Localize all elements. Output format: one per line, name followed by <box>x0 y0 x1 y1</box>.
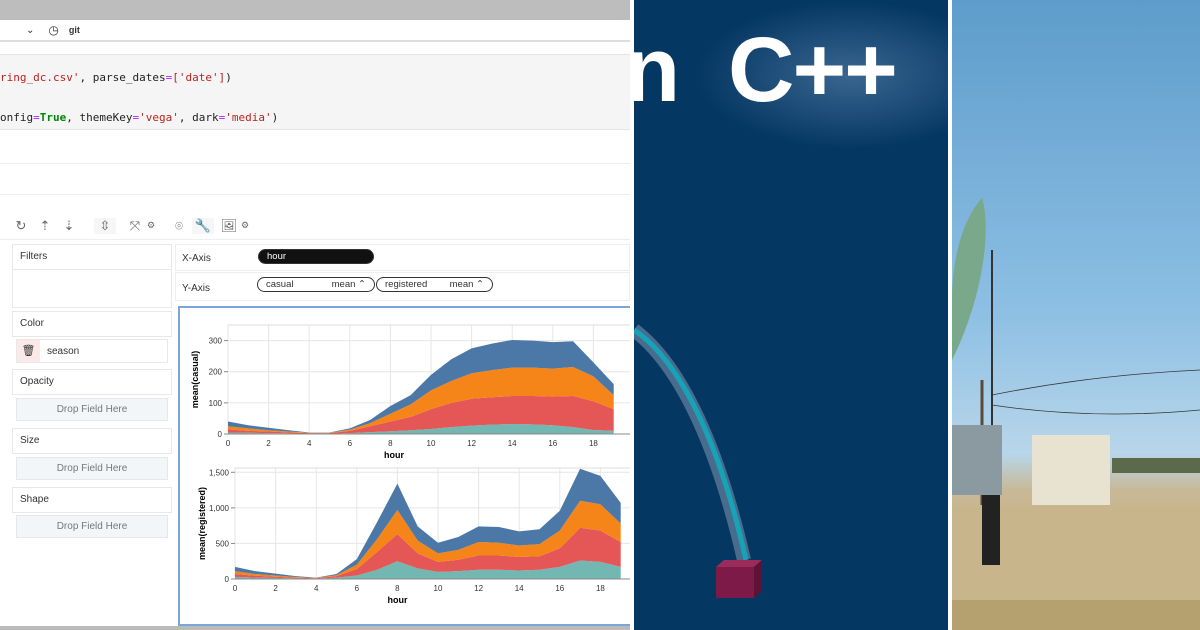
bottom-bar <box>0 626 630 630</box>
y-tick-label: 200 <box>209 368 223 377</box>
filters-dropzone[interactable] <box>12 269 172 308</box>
y-tick-label: 1,500 <box>209 468 230 477</box>
area-series-1 <box>235 527 621 579</box>
code-line: onfig=True, themeKey='vega', dark='media… <box>0 111 279 124</box>
x-tick-label: 0 <box>226 439 231 448</box>
image-export-icon[interactable]: 🖼 <box>220 217 238 233</box>
x-tick-label: 10 <box>434 584 443 593</box>
x-axis-title: hour <box>388 595 408 605</box>
aggregation-select[interactable]: mean ⌃ <box>331 279 366 290</box>
stacked-area-charts: 0 2 4 6 8 10 12 14 16 180100200300hourmean(casual… <box>190 324 630 605</box>
aggregation-select[interactable]: mean ⌃ <box>449 279 484 290</box>
window-titlebar <box>0 0 630 20</box>
chevron-down-icon[interactable]: ⌄ <box>26 24 35 36</box>
storage-tank <box>1032 435 1110 510</box>
y-axis-label: Y-Axis <box>182 283 210 294</box>
color-header: Color <box>12 311 172 337</box>
x-tick-label: 2 <box>266 439 271 448</box>
empty-cell[interactable] <box>0 131 630 164</box>
y-axis-title: mean(casual) <box>190 351 200 409</box>
gear-icon[interactable]: ⚙ <box>240 220 250 230</box>
clock-icon[interactable]: ◷ <box>48 23 59 37</box>
x-tick-label: 4 <box>314 584 319 593</box>
code-cell[interactable]: ring_dc.csv', parse_dates=['date']) onfi… <box>0 54 630 130</box>
pumpjack-head <box>952 198 986 360</box>
resize-icon[interactable]: ⤧ <box>129 217 141 233</box>
filters-header: Filters <box>12 244 172 270</box>
x-tick-label: 18 <box>589 439 598 448</box>
area-series-0 <box>228 424 614 434</box>
arc-illustration <box>634 324 762 598</box>
area-series-3 <box>228 339 614 433</box>
walker-toolbar: ↻ ⇡ ⇣ ⇳ ⤧ ⚙ ⌾ 🔧 🖼 ⚙ <box>0 212 630 240</box>
x-tick-label: 2 <box>273 584 278 593</box>
x-tick-label: 6 <box>355 584 360 593</box>
empty-cell[interactable] <box>0 164 630 195</box>
y-tick-label: 0 <box>225 575 230 584</box>
area-series-0 <box>235 560 621 579</box>
area-series-2 <box>235 500 621 579</box>
color-field-pill[interactable]: 🗑 season <box>16 339 168 363</box>
cube-icon <box>716 567 754 598</box>
x-tick-label: 8 <box>388 439 393 448</box>
x-tick-label: 8 <box>395 584 400 593</box>
x-axis-shelf: X-Axis hour <box>175 244 630 271</box>
x-field-pill[interactable]: hour <box>258 249 374 264</box>
y-axis-title: mean(registered) <box>197 487 207 560</box>
y-tick-label: 100 <box>209 399 223 408</box>
color-field-name: season <box>47 345 80 357</box>
x-tick-label: 4 <box>307 439 312 448</box>
chart-1: 0 2 4 6 8 10 12 14 16 18 0 500 1,000 1,500 hour mean(re… <box>197 467 630 605</box>
shape-dropzone[interactable]: Drop Field Here <box>16 515 168 538</box>
wrench-icon[interactable]: 🔧 <box>192 217 214 234</box>
oilfield-photo <box>952 0 1200 630</box>
size-header: Size <box>12 428 172 454</box>
partial-letter: n <box>634 19 682 121</box>
x-tick-label: 10 <box>427 439 436 448</box>
gear-icon[interactable]: ⚙ <box>146 220 156 230</box>
x-tick-label: 14 <box>508 439 517 448</box>
y-tick-label: 300 <box>209 337 223 346</box>
y-tick-label: 1,000 <box>209 504 230 513</box>
area-series-1 <box>228 396 614 434</box>
pumpjack-scene <box>952 198 1200 630</box>
trajectory-arc <box>634 327 749 561</box>
sort-descending-icon[interactable]: ⇣ <box>63 217 75 233</box>
brush-icon[interactable]: ⌾ <box>175 217 183 233</box>
y-field-pill[interactable]: casual mean ⌃ <box>257 277 375 292</box>
opacity-dropzone[interactable]: Drop Field Here <box>16 398 168 421</box>
notebook-screenshot: ⌄ ◷ git ring_dc.csv', parse_dates=['date… <box>0 0 630 630</box>
kernel-bar: ⌄ ◷ git <box>0 20 630 42</box>
x-tick-label: 16 <box>555 584 564 593</box>
size-dropzone[interactable]: Drop Field Here <box>16 457 168 480</box>
x-axis-title: hour <box>384 450 404 460</box>
shape-header: Shape <box>12 487 172 513</box>
sort-ascending-icon[interactable]: ⇡ <box>39 217 51 233</box>
x-tick-label: 12 <box>467 439 476 448</box>
code-line: ring_dc.csv', parse_dates=['date']) <box>0 71 232 84</box>
x-tick-label: 6 <box>348 439 353 448</box>
y-field-pill[interactable]: registered mean ⌃ <box>376 277 493 292</box>
y-tick-label: 0 <box>218 430 223 439</box>
x-tick-label: 12 <box>474 584 483 593</box>
x-tick-label: 16 <box>548 439 557 448</box>
y-tick-label: 500 <box>216 539 230 548</box>
area-series-2 <box>228 367 614 434</box>
stack-toggle-icon[interactable]: ⇳ <box>94 217 116 234</box>
x-tick-label: 0 <box>233 584 238 593</box>
cpp-graphic: n C++ <box>634 0 948 630</box>
x-tick-label: 18 <box>596 584 605 593</box>
cpp-title: C++ <box>728 19 898 121</box>
area-series-3 <box>235 468 621 578</box>
trash-icon[interactable]: 🗑 <box>17 340 40 362</box>
opacity-header: Opacity <box>12 369 172 395</box>
x-axis-label: X-Axis <box>182 253 211 264</box>
refresh-icon[interactable]: ↻ <box>15 217 27 233</box>
y-axis-shelf: Y-Axis casual mean ⌃ registered mean ⌃ <box>175 272 630 301</box>
chart-container: 0 2 4 6 8 10 12 14 16 18 0 100 200 300 hour mean(casual… <box>178 306 630 626</box>
x-tick-label: 14 <box>515 584 524 593</box>
chart-0: 0 2 4 6 8 10 12 14 16 18 0 100 200 300 hour mean(casual… <box>190 324 630 460</box>
kernel-label: git <box>68 25 80 35</box>
